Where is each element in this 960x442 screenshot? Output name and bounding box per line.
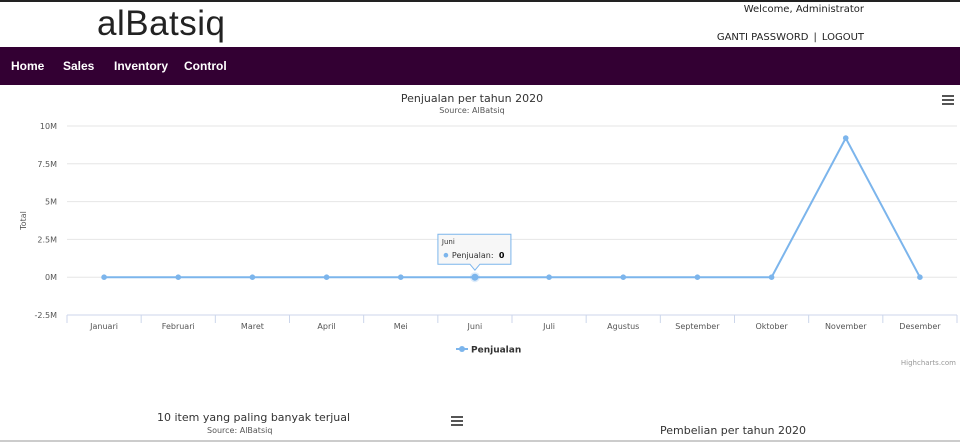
x-tick-label: April [317,322,335,331]
y-tick-label: 2.5M [37,235,57,244]
y-tick-label: -2.5M [34,311,57,320]
legend-marker [459,346,465,352]
y-axis-title: Total [19,211,28,231]
nav-item-sales[interactable]: Sales [63,59,95,73]
data-point [323,274,330,280]
data-point [694,274,701,280]
y-tick-label: 7.5M [37,160,57,169]
data-point [397,274,404,280]
sales-chart: Penjualan per tahun 2020 Source: AlBatsi… [0,85,960,375]
data-point [620,274,627,280]
data-point [249,274,256,280]
tooltip-marker [443,252,449,258]
data-point [768,274,775,280]
change-password-link[interactable]: GANTI PASSWORD [716,32,809,43]
data-point [175,274,182,280]
hamburger-menu-icon[interactable] [942,95,954,105]
legend-label[interactable]: Penjualan [471,346,521,356]
x-tick-label: Juli [542,322,555,331]
x-tick-label: Desember [899,322,941,331]
tooltip-value: 0 [499,251,505,260]
data-point [471,273,479,281]
x-tick-label: Januari [89,322,118,331]
link-separator: | [813,32,817,43]
y-tick-label: 10M [40,122,57,131]
y-tick-label: 0M [45,273,57,282]
logout-link[interactable]: LOGOUT [821,32,864,43]
tooltip-box [437,233,512,271]
y-tick-label: 5M [45,198,57,207]
data-point [842,135,849,141]
nav-item-home[interactable]: Home [11,59,45,73]
x-tick-label: Mei [394,322,408,331]
top-items-subtitle: Source: AlBatsiq [207,426,273,435]
chart-credits[interactable]: Highcharts.com [900,359,956,367]
top-items-title: 10 item yang paling banyak terjual [157,411,351,424]
data-point [101,274,107,280]
x-tick-label: September [675,322,720,331]
data-point [917,274,923,280]
top-border [0,0,960,2]
data-point [546,274,552,280]
x-tick-label: Agustus [607,322,639,331]
main-navbar: Home Sales Inventory Control [0,47,960,85]
chart-title: Penjualan per tahun 2020 [400,92,544,105]
chart-subtitle: Source: AlBatsiq [439,106,505,115]
x-tick-label: Februari [162,322,195,331]
tooltip-category: Juni [441,238,455,246]
x-tick-label: November [825,322,867,331]
welcome-text: Welcome, Administrator [743,4,864,15]
tooltip-series-label: Penjualan: [452,251,494,260]
nav-item-inventory[interactable]: Inventory [114,59,169,73]
bottom-border [0,440,960,442]
x-tick-label: Juni [467,322,483,331]
chart-plot: -2.5M 0M 2.5M 5M 7.5M 10M Januari Februari Maret… [19,122,958,356]
x-tick-label: Maret [241,322,264,331]
nav-item-control[interactable]: Control [184,59,227,73]
brand-logo[interactable]: alBatsiq [97,4,226,43]
account-links: GANTI PASSWORD | LOGOUT [717,32,864,43]
x-tick-label: Oktober [755,322,788,331]
purchase-chart-title: Pembelian per tahun 2020 [660,424,807,437]
series-line-penjualan [104,135,921,279]
hamburger-menu-icon[interactable] [451,416,463,426]
